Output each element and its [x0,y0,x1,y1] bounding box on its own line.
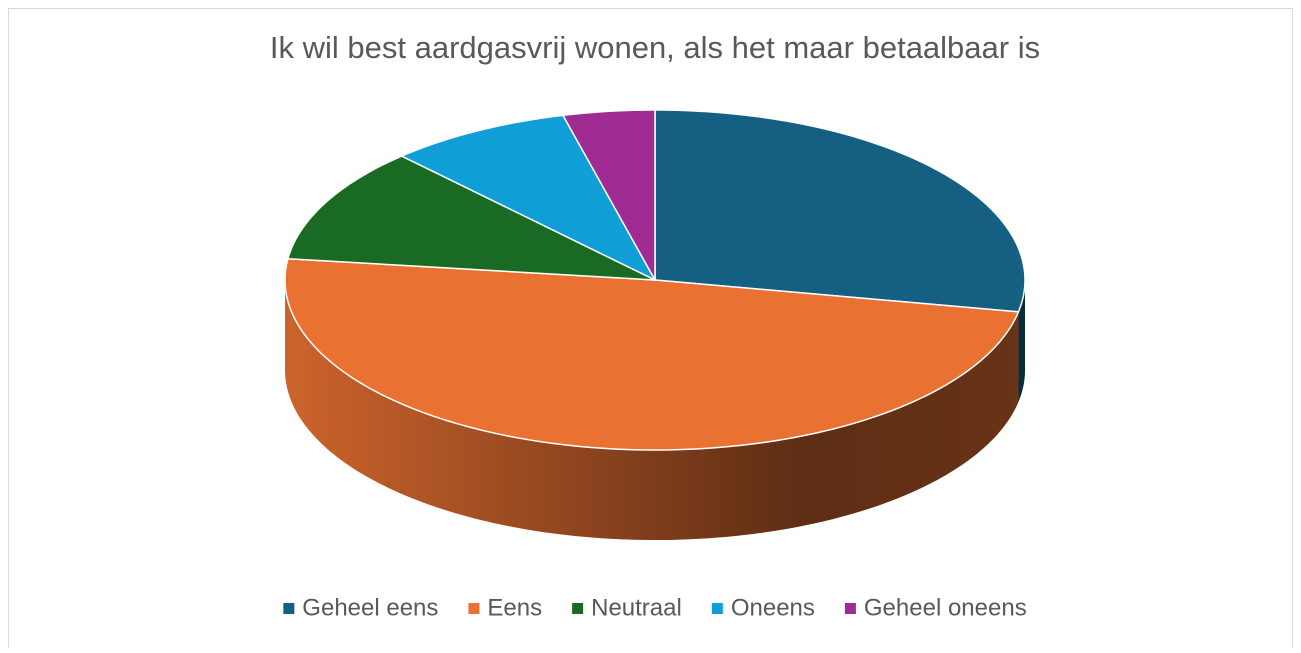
legend-label: Geheel eens [302,594,438,621]
pie-slice [654,109,1026,313]
pie-side-shade [1018,280,1025,402]
legend-swatch [711,603,723,614]
legend-swatch [844,603,856,614]
legend-label: Eens [487,594,542,621]
legend-label: Geheel oneens [864,594,1027,621]
legend-swatch [468,603,480,614]
pie-slice [284,257,1020,451]
pie-side-shade [285,280,1019,540]
legend-label: Oneens [731,594,815,621]
legend-swatch [283,603,295,614]
legend-label: Neutraal [591,594,682,621]
chart-title: Ik wil best aardgasvrij wonen, als het m… [270,30,1040,65]
pie-slice [562,109,656,281]
pie-slice [287,155,656,281]
pie-slice [400,114,656,281]
legend-swatch [572,603,584,614]
